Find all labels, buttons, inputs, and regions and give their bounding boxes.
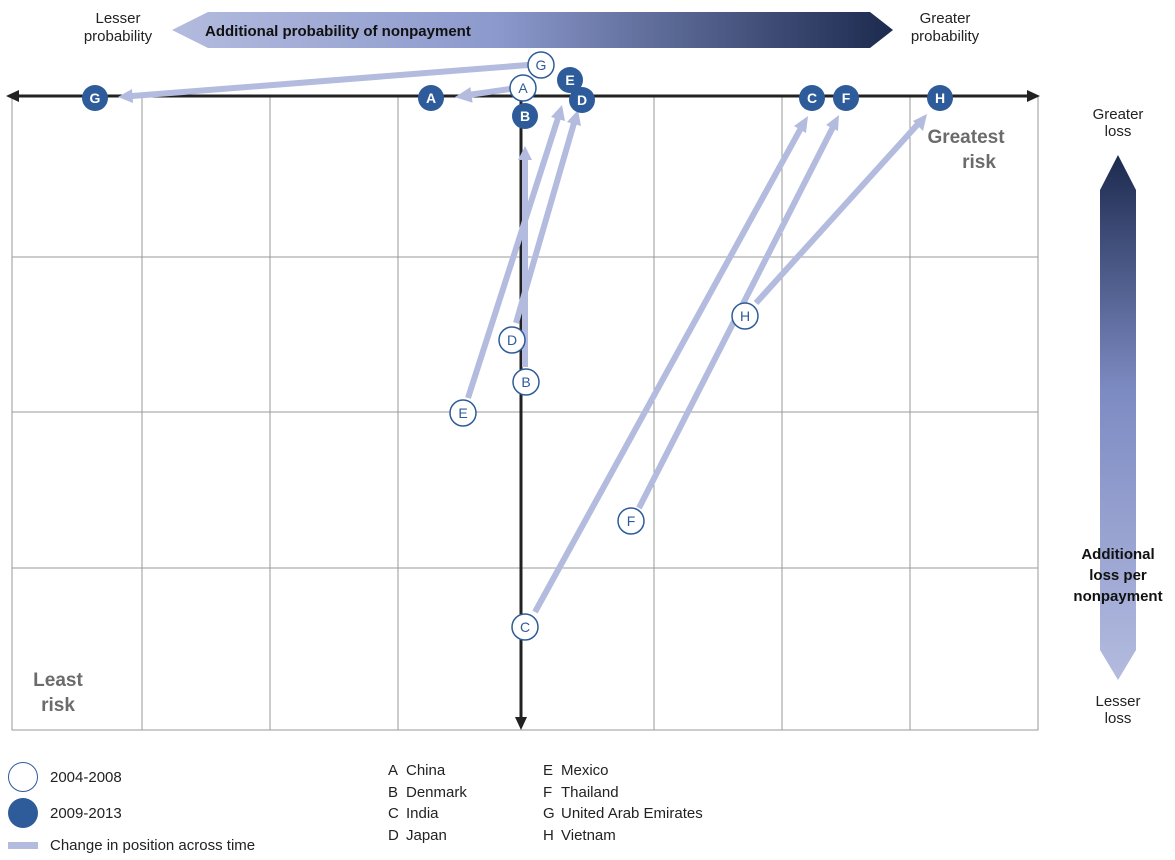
key-item: F Thailand: [543, 783, 619, 801]
open-circle-icon: [8, 762, 38, 792]
change-arrow-mexico: [465, 105, 565, 399]
probability-gradient-arrow: [172, 12, 893, 48]
svg-text:A: A: [426, 90, 436, 106]
change-arrow-japan: [513, 110, 581, 324]
probability-arrow-label: Additional probability of nonpayment: [205, 23, 471, 40]
change-arrow-uae: [118, 62, 529, 103]
key-item: E Mexico: [543, 762, 609, 779]
marker-2009-2013-f: F: [833, 85, 859, 111]
greater-probability-line1: Greater: [920, 10, 971, 27]
lesser-loss-line1: Lesser: [1095, 693, 1140, 710]
legend-2009-2013: 2009-2013: [8, 798, 122, 828]
marker-2004-2008-c: C: [511, 613, 539, 641]
greater-loss-line1: Greater: [1093, 106, 1144, 123]
marker-2004-2008-d: D: [498, 326, 526, 354]
svg-text:B: B: [521, 374, 530, 390]
loss-axis-label-line2: loss per: [1089, 567, 1147, 584]
greater-loss-line2: loss: [1105, 123, 1132, 140]
marker-2009-2013-b: B: [512, 103, 538, 129]
marker-2004-2008-e: E: [449, 399, 477, 427]
key-item: A China: [388, 762, 446, 779]
lesser-probability-line2: probability: [84, 28, 153, 45]
svg-text:F: F: [627, 513, 636, 529]
change-line-icon: [8, 842, 38, 849]
key-item: H Vietnam: [543, 826, 616, 844]
loss-axis-label-line3: nonpayment: [1073, 588, 1162, 605]
loss-gradient-arrow: [1100, 155, 1136, 680]
greatest-risk-line2: risk: [962, 152, 996, 173]
legend-change: Change in position across time: [8, 837, 255, 854]
country-key-col1: A China B Denmark C India D Japan: [388, 760, 467, 846]
svg-text:D: D: [577, 92, 587, 108]
legend-2004-2008-label: 2004-2008: [50, 768, 122, 786]
key-item: D Japan: [388, 826, 447, 844]
marker-2009-2013-h: H: [927, 85, 953, 111]
lesser-loss-line2: loss: [1105, 710, 1132, 727]
lesser-probability-line1: Lesser: [95, 10, 140, 27]
change-arrows: [118, 62, 927, 614]
svg-text:C: C: [520, 619, 530, 635]
markers-2004-2008: G A D B E C F H: [449, 51, 759, 641]
svg-text:H: H: [740, 308, 750, 324]
svg-text:G: G: [90, 90, 101, 106]
marker-2009-2013-a: A: [418, 85, 444, 111]
marker-2009-2013-c: C: [799, 85, 825, 111]
least-risk-line2: risk: [41, 695, 75, 716]
legend-change-label: Change in position across time: [50, 837, 256, 854]
svg-text:F: F: [842, 90, 851, 106]
country-key-col2: E Mexico F Thailand G United Arab Emirates …: [543, 760, 703, 846]
marker-2004-2008-f: F: [617, 507, 645, 535]
marker-2004-2008-a: A: [509, 74, 537, 102]
marker-2009-2013-g: G: [82, 85, 108, 111]
marker-2004-2008-g: G: [527, 51, 555, 79]
svg-text:E: E: [565, 72, 574, 88]
key-item: C India: [388, 805, 439, 822]
legend-2009-2013-label: 2009-2013: [50, 804, 122, 822]
svg-text:H: H: [935, 90, 945, 106]
greatest-risk-line1: Greatest: [927, 127, 1005, 148]
change-arrow-china: [454, 86, 511, 103]
least-risk-line1: Least: [33, 670, 83, 691]
greater-probability-line2: probability: [911, 28, 980, 45]
legend-2004-2008: 2004-2008: [8, 762, 122, 792]
change-arrow-denmark: [518, 146, 532, 367]
svg-text:B: B: [520, 108, 530, 124]
loss-axis-label-line1: Additional: [1081, 546, 1154, 563]
svg-text:G: G: [536, 57, 547, 73]
marker-2009-2013-e: E: [557, 67, 583, 93]
change-arrow-india: [532, 116, 808, 614]
filled-circle-icon: [8, 798, 38, 828]
key-item: G United Arab Emirates: [543, 805, 703, 822]
change-arrow-vietnam: [753, 114, 927, 306]
marker-2004-2008-h: H: [731, 302, 759, 330]
svg-text:A: A: [518, 80, 528, 96]
svg-text:C: C: [807, 90, 817, 106]
svg-text:E: E: [458, 405, 467, 421]
markers-2009-2013: G A B D E C F H: [82, 67, 953, 129]
marker-2009-2013-d: D: [569, 87, 595, 113]
key-item: B Denmark: [388, 783, 467, 801]
svg-text:D: D: [507, 332, 517, 348]
marker-2004-2008-b: B: [512, 368, 540, 396]
